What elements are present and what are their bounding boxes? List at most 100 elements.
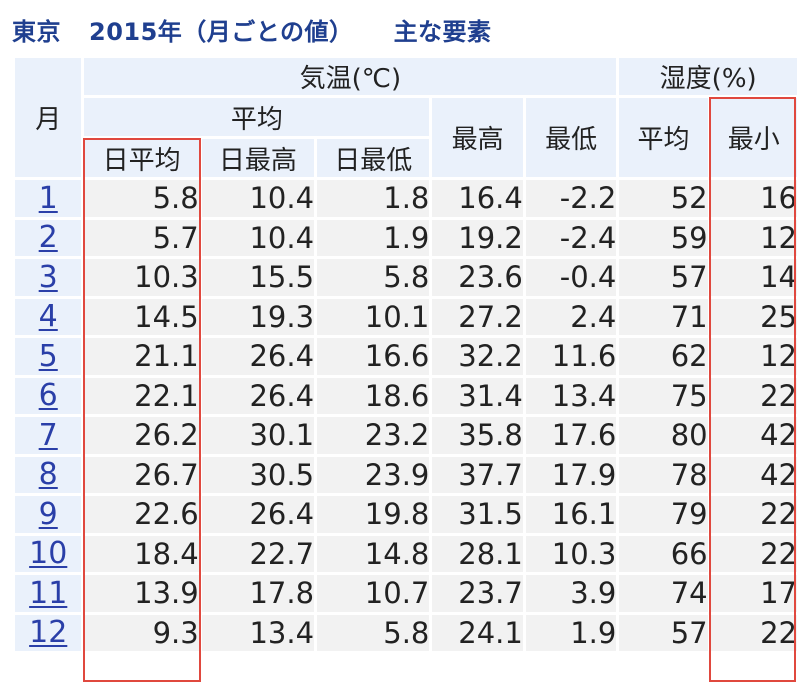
- table-row: 12 9.3 13.4 5.8 24.1 1.9 57 22: [11, 611, 800, 654]
- month-link[interactable]: 1: [38, 180, 58, 216]
- daily-mean-cell: 5.8: [81, 177, 202, 220]
- month-cell: 7: [11, 414, 85, 457]
- month-cell: 3: [11, 256, 85, 299]
- daily-min-cell: 18.6: [314, 374, 433, 417]
- humidity-min-cell: 22: [707, 532, 800, 575]
- humidity-mean-cell: 74: [616, 572, 711, 615]
- table-row: 3 10.3 15.5 5.8 23.6 -0.4 57 14: [11, 256, 800, 299]
- humidity-min-cell: 17: [707, 572, 800, 615]
- max-cell: 23.6: [429, 256, 526, 299]
- month-cell: 5: [11, 335, 85, 378]
- max-cell: 31.4: [429, 374, 526, 417]
- header-min: 最低: [522, 95, 620, 180]
- header-daily-min: 日最低: [314, 136, 433, 180]
- min-cell: 1.9: [522, 611, 620, 654]
- daily-min-cell: 14.8: [314, 532, 433, 575]
- min-cell: -2.4: [522, 216, 620, 259]
- humidity-mean-cell: 66: [616, 532, 711, 575]
- table-row: 5 21.1 26.4 16.6 32.2 11.6 62 12: [11, 335, 800, 378]
- table-row: 7 26.2 30.1 23.2 35.8 17.6 80 42: [11, 414, 800, 457]
- daily-max-cell: 15.5: [198, 256, 318, 299]
- daily-mean-cell: 18.4: [81, 532, 202, 575]
- month-cell: 10: [11, 532, 85, 575]
- humidity-mean-cell: 62: [616, 335, 711, 378]
- month-cell: 12: [11, 611, 85, 654]
- table-row: 11 13.9 17.8 10.7 23.7 3.9 74 17: [11, 572, 800, 615]
- min-cell: 2.4: [522, 295, 620, 338]
- daily-max-cell: 30.5: [198, 453, 318, 496]
- month-link[interactable]: 12: [29, 615, 68, 651]
- min-cell: 16.1: [522, 493, 620, 536]
- table-row: 6 22.1 26.4 18.6 31.4 13.4 75 22: [11, 374, 800, 417]
- min-cell: 10.3: [522, 532, 620, 575]
- daily-mean-cell: 5.7: [81, 216, 202, 259]
- humidity-min-cell: 16: [707, 177, 800, 220]
- min-cell: -2.2: [522, 177, 620, 220]
- min-cell: -0.4: [522, 256, 620, 299]
- month-cell: 2: [11, 216, 85, 259]
- header-temperature: 気温(℃): [81, 55, 620, 98]
- table-row: 4 14.5 19.3 10.1 27.2 2.4 71 25: [11, 295, 800, 338]
- table-row: 9 22.6 26.4 19.8 31.5 16.1 79 22: [11, 493, 800, 536]
- title-location: 東京: [12, 18, 61, 46]
- max-cell: 23.7: [429, 572, 526, 615]
- humidity-min-cell: 25: [707, 295, 800, 338]
- title-period: 2015年（月ごとの値）: [89, 18, 354, 46]
- daily-min-cell: 1.8: [314, 177, 433, 220]
- humidity-mean-cell: 59: [616, 216, 711, 259]
- table-row: 10 18.4 22.7 14.8 28.1 10.3 66 22: [11, 532, 800, 575]
- daily-max-cell: 19.3: [198, 295, 318, 338]
- month-cell: 9: [11, 493, 85, 536]
- max-cell: 19.2: [429, 216, 526, 259]
- header-humidity: 湿度(%): [616, 55, 800, 98]
- max-cell: 32.2: [429, 335, 526, 378]
- daily-mean-cell: 9.3: [81, 611, 202, 654]
- month-link[interactable]: 4: [38, 299, 58, 335]
- max-cell: 35.8: [429, 414, 526, 457]
- month-link[interactable]: 2: [38, 220, 58, 256]
- daily-max-cell: 26.4: [198, 335, 318, 378]
- max-cell: 31.5: [429, 493, 526, 536]
- daily-min-cell: 5.8: [314, 611, 433, 654]
- month-link[interactable]: 3: [38, 259, 58, 295]
- humidity-mean-cell: 71: [616, 295, 711, 338]
- month-cell: 8: [11, 453, 85, 496]
- humidity-mean-cell: 78: [616, 453, 711, 496]
- min-cell: 3.9: [522, 572, 620, 615]
- page-title: 東京 2015年（月ごとの値） 主な要素: [12, 12, 492, 47]
- min-cell: 13.4: [522, 374, 620, 417]
- daily-mean-cell: 10.3: [81, 256, 202, 299]
- month-link[interactable]: 6: [38, 378, 58, 414]
- daily-min-cell: 23.9: [314, 453, 433, 496]
- humidity-mean-cell: 75: [616, 374, 711, 417]
- month-link[interactable]: 10: [29, 536, 68, 572]
- daily-min-cell: 23.2: [314, 414, 433, 457]
- humidity-min-cell: 42: [707, 414, 800, 457]
- header-month: 月: [11, 55, 85, 180]
- month-link[interactable]: 5: [38, 338, 58, 374]
- month-cell: 1: [11, 177, 85, 220]
- month-link[interactable]: 8: [38, 457, 58, 493]
- max-cell: 27.2: [429, 295, 526, 338]
- daily-max-cell: 30.1: [198, 414, 318, 457]
- max-cell: 16.4: [429, 177, 526, 220]
- month-cell: 4: [11, 295, 85, 338]
- month-link[interactable]: 7: [38, 417, 58, 453]
- header-average: 平均: [81, 95, 433, 139]
- daily-mean-cell: 22.6: [81, 493, 202, 536]
- daily-min-cell: 10.7: [314, 572, 433, 615]
- daily-max-cell: 22.7: [198, 532, 318, 575]
- daily-max-cell: 13.4: [198, 611, 318, 654]
- daily-min-cell: 10.1: [314, 295, 433, 338]
- month-link[interactable]: 11: [29, 575, 68, 611]
- min-cell: 17.6: [522, 414, 620, 457]
- daily-mean-cell: 26.2: [81, 414, 202, 457]
- humidity-min-cell: 22: [707, 493, 800, 536]
- month-link[interactable]: 9: [38, 496, 58, 532]
- header-daily-mean: 日平均: [81, 136, 202, 180]
- table-row: 2 5.7 10.4 1.9 19.2 -2.4 59 12: [11, 216, 800, 259]
- title-subtitle: 主な要素: [393, 18, 492, 46]
- header-humidity-min: 最小: [707, 95, 800, 180]
- max-cell: 24.1: [429, 611, 526, 654]
- humidity-mean-cell: 79: [616, 493, 711, 536]
